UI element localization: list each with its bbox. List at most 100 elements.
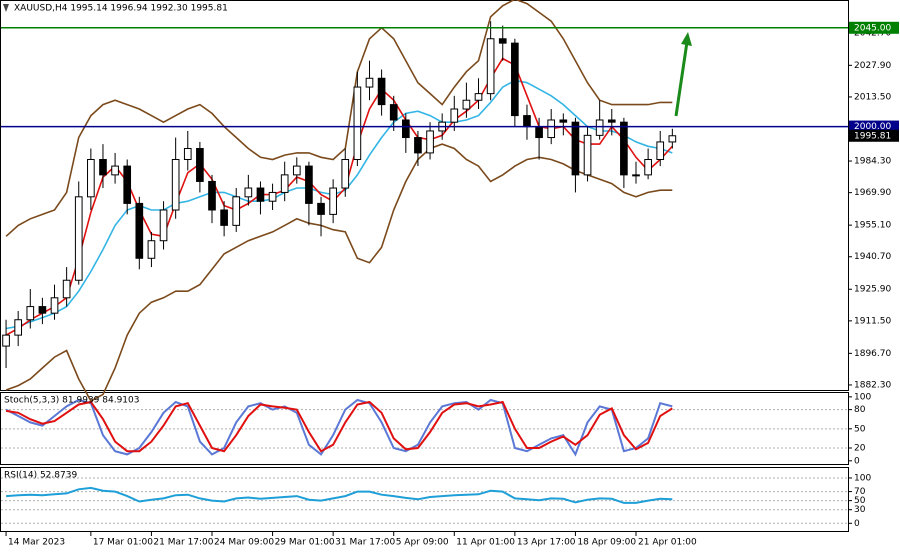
candle-body [595, 119, 604, 136]
price-label-box [849, 129, 899, 142]
candle-body [547, 119, 556, 139]
main-panel [0, 0, 849, 391]
x-tick-label: 17 Mar 01:00 [93, 538, 153, 548]
y-tick-label: 0 [854, 519, 860, 529]
price-label-box [849, 120, 899, 133]
candle-body [292, 165, 301, 176]
candle-body [159, 209, 168, 242]
arrow [674, 41, 689, 117]
candle-body [2, 334, 10, 347]
candle-body [87, 158, 95, 198]
x-tick-label: 13 Apr 17:00 [517, 538, 576, 548]
candle-body [14, 319, 23, 336]
y-tick-label: 100 [854, 392, 871, 402]
candle-body [377, 77, 386, 106]
candle-body [50, 297, 59, 314]
y-tick-label: 50 [854, 424, 866, 434]
candle-body [208, 180, 216, 211]
candle-body [656, 141, 665, 160]
candle-body [183, 148, 192, 160]
y-tick-label: 70 [854, 487, 866, 497]
candle-body [365, 77, 374, 88]
candle-body [280, 174, 289, 193]
candle-body [305, 165, 313, 204]
x-tick-label: 31 Mar 17:00 [335, 538, 395, 548]
y-tick-label: 1896.70 [854, 349, 891, 359]
indicator-line [5, 398, 673, 457]
candle-body [474, 93, 483, 101]
indicator-line [6, 486, 673, 504]
y-tick-label: 2013.50 [854, 92, 891, 102]
y-tick-label: 1911.50 [854, 316, 891, 326]
rsi-panel [0, 467, 849, 532]
y-tick-label: 50 [854, 496, 866, 506]
candle-body [135, 202, 144, 259]
candle-body [462, 99, 471, 110]
candle-body [38, 306, 47, 314]
y-tick-label: 0 [854, 456, 860, 466]
candle-body [571, 121, 580, 176]
candle-body [99, 158, 107, 176]
candle-body [317, 202, 325, 215]
candle-body [450, 108, 459, 123]
candle-body [607, 119, 616, 123]
candle-body [523, 115, 531, 128]
x-tick-label: 18 Apr 09:00 [577, 538, 636, 548]
candle-body [401, 119, 410, 139]
candle-body [232, 196, 241, 226]
candle-body [62, 279, 71, 299]
y-tick-label: 1984.30 [854, 157, 891, 167]
candle-body [123, 165, 132, 204]
indicator-line [5, 400, 673, 453]
panel-title: RSI(14) 52.8739 [4, 471, 77, 481]
x-tick-label: 29 Mar 01:00 [275, 538, 335, 548]
candle-body [668, 135, 677, 143]
x-tick-label: 5 Apr 09:00 [396, 538, 449, 548]
indicator-line [5, 143, 673, 403]
y-tick-label: 1882.30 [854, 380, 891, 390]
candle-body [511, 42, 519, 117]
indicator-line [5, 0, 673, 237]
candle-body [486, 38, 495, 95]
candle-body [498, 38, 507, 44]
y-tick-label: 2027.90 [854, 61, 891, 71]
candle-body [111, 165, 119, 176]
y-tick-label: 1925.90 [854, 285, 891, 295]
price-label: 2045.00 [854, 23, 891, 33]
candle-body [632, 174, 640, 177]
price-label-box [849, 21, 899, 34]
candle-body [414, 137, 422, 154]
y-tick-label: 1955.10 [854, 221, 891, 231]
panel-title: XAUUSD,H4 1995.14 1996.94 1992.30 1995.8… [14, 4, 228, 14]
candle-body [341, 158, 350, 189]
candle-body [559, 119, 568, 123]
candle-body [220, 209, 228, 226]
y-tick-label: 30 [854, 505, 866, 515]
price-label: 2000.00 [854, 122, 891, 132]
candle-body [620, 121, 628, 176]
y-tick-label: 1969.90 [854, 188, 891, 198]
candle-body [329, 187, 337, 215]
candle-body [147, 240, 156, 259]
candle-body [244, 187, 253, 198]
candle-body [256, 187, 265, 202]
arrow-head [681, 32, 692, 46]
candle-body [268, 191, 277, 202]
x-tick-label: 11 Apr 01:00 [456, 538, 515, 548]
y-tick-label: 20 [854, 444, 866, 454]
x-tick-label: 24 Mar 09:00 [214, 538, 274, 548]
candle-body [389, 104, 398, 121]
candle-body [583, 134, 592, 176]
candle-body [196, 148, 204, 182]
candle-body [644, 158, 652, 176]
candle-body [426, 130, 434, 154]
x-tick-label: 14 Mar 2023 [8, 538, 65, 548]
candle-body [535, 126, 543, 139]
y-tick-label: 80 [854, 405, 866, 415]
x-tick-label: 21 Apr 01:00 [638, 538, 697, 548]
y-tick-label: 1940.70 [854, 252, 891, 262]
x-tick-label: 21 Mar 17:00 [153, 538, 213, 548]
candle-body [171, 158, 180, 211]
